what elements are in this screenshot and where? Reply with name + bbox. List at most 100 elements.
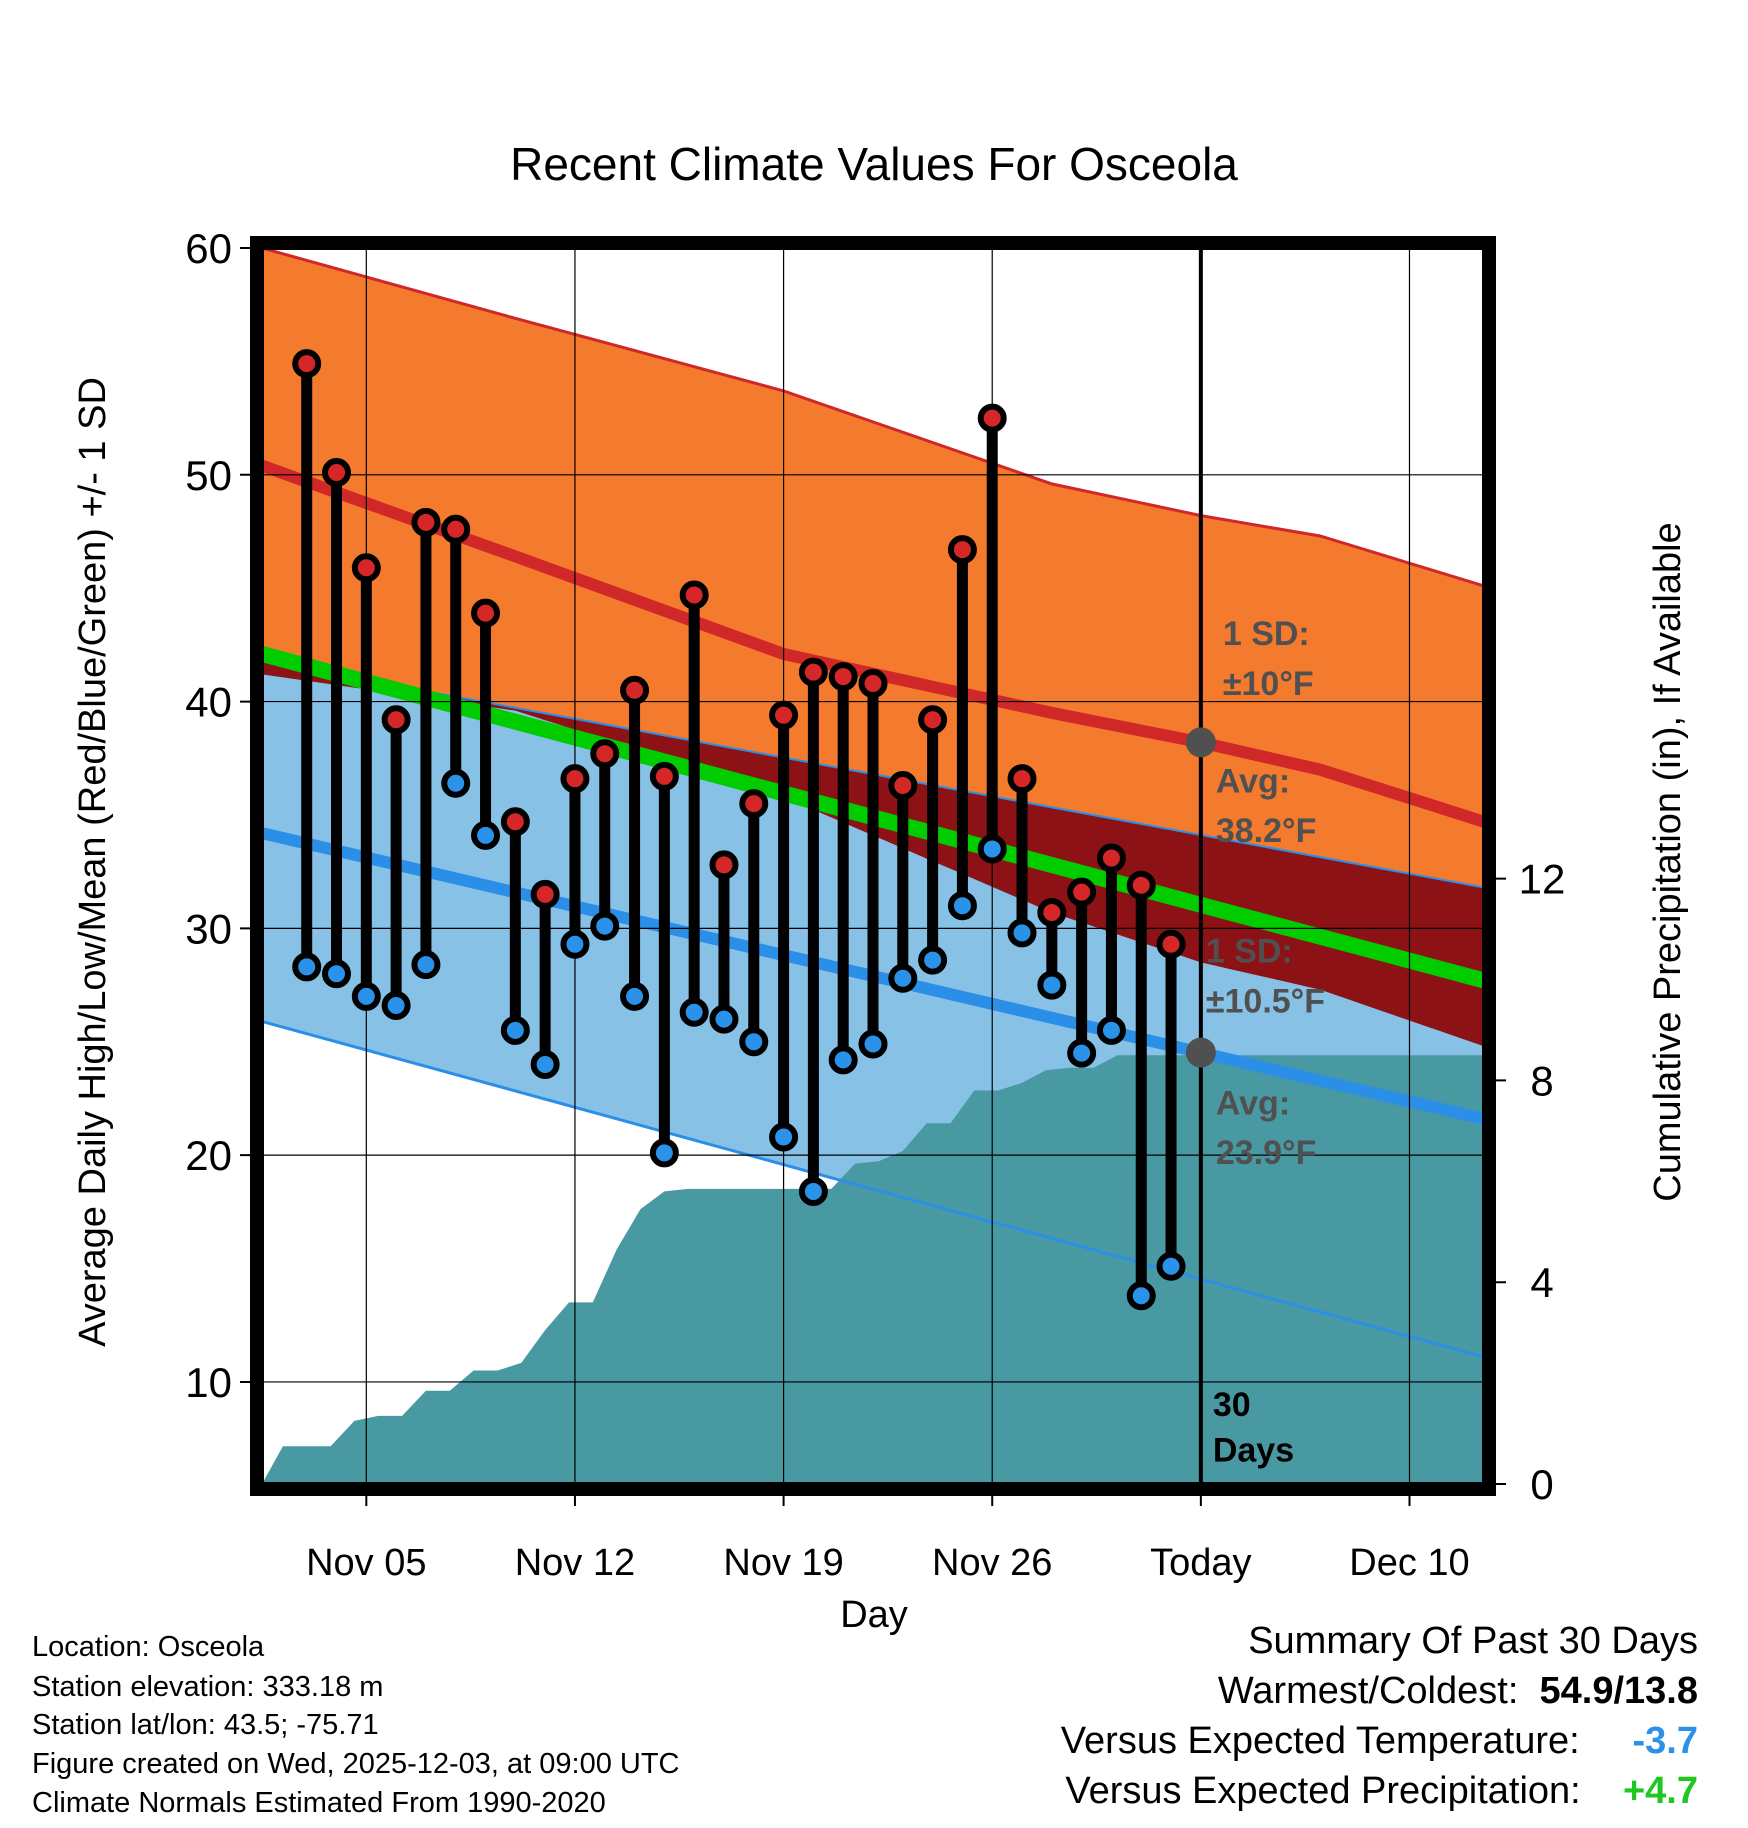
daily-low-point xyxy=(1156,1251,1186,1281)
daily-low-point xyxy=(1037,970,1067,1000)
daily-low-point xyxy=(351,981,381,1011)
y-tick-label: 60 xyxy=(185,225,232,272)
high-sd-value: ±10°F xyxy=(1223,665,1314,703)
daily-low-point xyxy=(769,1122,799,1152)
y-tick-label: 10 xyxy=(185,1359,232,1406)
daily-high-point xyxy=(590,739,620,769)
summary-warm-cold: Warmest/Coldest: 54.9/13.8 xyxy=(1218,1670,1698,1713)
daily-high-point xyxy=(1096,843,1126,873)
daily-low-point xyxy=(1096,1015,1126,1045)
daily-low-point xyxy=(649,1138,679,1168)
daily-high-point xyxy=(977,403,1007,433)
summary-temp-value: -3.7 xyxy=(1632,1720,1698,1762)
summary-precip: Versus Expected Precipitation: +4.7 xyxy=(1065,1770,1698,1813)
daily-high-point xyxy=(322,458,352,488)
daily-high-point xyxy=(1126,870,1156,900)
daily-high-point xyxy=(530,879,560,909)
chart-title: Recent Climate Values For Osceola xyxy=(510,138,1238,190)
daily-low-point xyxy=(888,963,918,993)
daily-high-point xyxy=(381,705,411,735)
low-sd-label: 1 SD: xyxy=(1206,932,1293,970)
y-tick-label: 30 xyxy=(185,905,232,952)
daily-high-point xyxy=(292,349,322,379)
info-latlon: Station lat/lon: 43.5; -75.71 xyxy=(32,1709,379,1741)
daily-low-point xyxy=(1007,918,1037,948)
daily-high-point xyxy=(351,553,381,583)
info-normals: Climate Normals Estimated From 1990-2020 xyxy=(32,1787,606,1819)
daily-low-point xyxy=(1126,1281,1156,1311)
days-word-label: Days xyxy=(1213,1431,1294,1469)
daily-low-point xyxy=(828,1045,858,1075)
daily-high-point xyxy=(739,789,769,819)
normal-high-line xyxy=(262,460,1484,828)
daily-low-point xyxy=(858,1029,888,1059)
daily-low-point xyxy=(381,990,411,1020)
daily-high-point xyxy=(471,598,501,628)
x-tick-label: Nov 05 xyxy=(306,1542,426,1584)
high-sd-label: 1 SD: xyxy=(1223,615,1310,653)
daily-high-point xyxy=(858,668,888,698)
x-tick-label: Dec 10 xyxy=(1349,1542,1469,1584)
daily-low-point xyxy=(918,945,948,975)
daily-high-point xyxy=(947,535,977,565)
daily-low-point xyxy=(798,1176,828,1206)
low-avg-label: Avg: xyxy=(1216,1084,1290,1122)
high-avg-label: Avg: xyxy=(1216,762,1290,800)
info-location: Location: Osceola xyxy=(32,1631,265,1663)
daily-low-point xyxy=(947,891,977,921)
x-tick-label: Nov 12 xyxy=(515,1542,635,1584)
normal-low-minus-sd-line xyxy=(262,1019,1484,1359)
x-tick-label: Today xyxy=(1150,1542,1251,1584)
daily-low-point xyxy=(500,1015,530,1045)
y2-tick-label: 0 xyxy=(1530,1461,1553,1508)
daily-low-point xyxy=(1067,1038,1097,1068)
summary-precip-label: Versus Expected Precipitation: xyxy=(1065,1770,1581,1812)
daily-low-point xyxy=(620,981,650,1011)
daily-low-point xyxy=(322,959,352,989)
daily-high-point xyxy=(918,705,948,735)
normal-high-plus-sd-line xyxy=(262,248,1484,588)
y-tick-label: 40 xyxy=(185,679,232,726)
x-tick-label: Nov 19 xyxy=(723,1542,843,1584)
daily-low-point xyxy=(292,952,322,982)
plot-frame xyxy=(250,236,1496,1496)
x-tick-label: Nov 26 xyxy=(932,1542,1052,1584)
summary-title: Summary Of Past 30 Days xyxy=(1248,1620,1698,1662)
y2-tick-label: 12 xyxy=(1519,856,1566,903)
info-elevation: Station elevation: 333.18 m xyxy=(32,1671,384,1703)
daily-high-point xyxy=(828,662,858,692)
daily-low-point xyxy=(739,1027,769,1057)
info-created: Figure created on Wed, 2025-12-03, at 09… xyxy=(32,1748,680,1780)
daily-low-point xyxy=(590,911,620,941)
today-low-avg-marker xyxy=(1185,1037,1216,1068)
daily-low-point xyxy=(471,820,501,850)
daily-high-point xyxy=(1037,897,1067,927)
daily-low-point xyxy=(560,929,590,959)
daily-high-point xyxy=(769,700,799,730)
summary-warm-cold-value: 54.9/13.8 xyxy=(1539,1670,1698,1712)
daily-low-point xyxy=(709,1004,739,1034)
daily-high-point xyxy=(411,507,441,537)
days-count-label: 30 xyxy=(1213,1386,1251,1424)
daily-high-point xyxy=(620,675,650,705)
daily-high-point xyxy=(888,770,918,800)
today-high-avg-marker xyxy=(1185,727,1216,758)
x-axis-label: Day xyxy=(840,1594,908,1636)
daily-low-point xyxy=(441,768,471,798)
daily-high-point xyxy=(1156,929,1186,959)
daily-high-point xyxy=(709,850,739,880)
y2-tick-label: 8 xyxy=(1530,1057,1553,1104)
daily-low-point xyxy=(411,950,441,980)
y-axis-label: Average Daily High/Low/Mean (Red/Blue/Gr… xyxy=(72,377,114,1347)
high-avg-value: 38.2°F xyxy=(1216,812,1317,850)
daily-high-point xyxy=(679,580,709,610)
y2-tick-label: 4 xyxy=(1530,1259,1553,1306)
summary-temp: Versus Expected Temperature: -3.7 xyxy=(1061,1720,1698,1763)
cumulative-precip-area xyxy=(262,1055,1484,1484)
summary-temp-label: Versus Expected Temperature: xyxy=(1060,1720,1580,1762)
daily-low-point xyxy=(977,834,1007,864)
daily-high-point xyxy=(1007,764,1037,794)
daily-high-point xyxy=(500,807,530,837)
observations xyxy=(292,349,1186,1311)
